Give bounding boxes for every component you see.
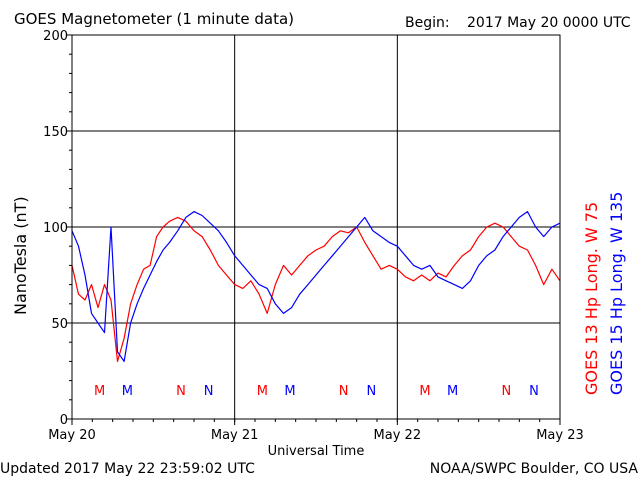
credit-text: NOAA/SWPC Boulder, CO USA xyxy=(430,461,639,477)
event-marker-m: M xyxy=(284,384,295,399)
event-marker-n: N xyxy=(366,384,376,399)
event-marker-n: N xyxy=(501,384,511,399)
x-tick-label: May 20 xyxy=(48,428,96,443)
legend-goes15: GOES 15 Hp Long. W 135 xyxy=(607,192,626,395)
y-tick-label: 100 xyxy=(43,221,68,236)
grid-lines xyxy=(72,35,560,419)
event-marker-n: N xyxy=(204,384,214,399)
y-tick-label: 200 xyxy=(43,29,68,44)
begin-label: Begin: xyxy=(405,15,450,31)
chart-title: GOES Magnetometer (1 minute data) xyxy=(14,10,294,28)
event-marker-m: M xyxy=(94,384,105,399)
x-tick-label: May 23 xyxy=(536,428,584,443)
y-tick-label: 0 xyxy=(60,413,68,428)
event-marker-m: M xyxy=(419,384,430,399)
y-tick-label: 150 xyxy=(43,125,68,140)
x-axis-ticks: May 20 May 21 May 22 May 23 xyxy=(48,419,584,443)
legend-goes13: GOES 13 Hp Long. W 75 xyxy=(582,202,601,395)
event-marker-n: N xyxy=(529,384,539,399)
updated-timestamp: Updated 2017 May 22 23:59:02 UTC xyxy=(0,461,255,477)
x-axis-label: Universal Time xyxy=(268,444,365,459)
series-line-goes15 xyxy=(71,211,561,362)
y-axis-ticks: 0 50 100 150 200 xyxy=(43,29,72,428)
x-tick-label: May 21 xyxy=(211,428,259,443)
y-axis-label: NanoTesla (nT) xyxy=(11,196,30,315)
begin-value: 2017 May 20 0000 UTC xyxy=(467,15,631,31)
event-marker-n: N xyxy=(339,384,349,399)
x-tick-label: May 22 xyxy=(374,428,422,443)
event-marker-n: N xyxy=(176,384,186,399)
event-marker-m: M xyxy=(447,384,458,399)
series-line-goes13 xyxy=(71,216,561,362)
y-tick-label: 50 xyxy=(51,317,68,332)
event-marker-m: M xyxy=(122,384,133,399)
series-layer xyxy=(71,211,561,362)
event-marker-m: M xyxy=(257,384,268,399)
